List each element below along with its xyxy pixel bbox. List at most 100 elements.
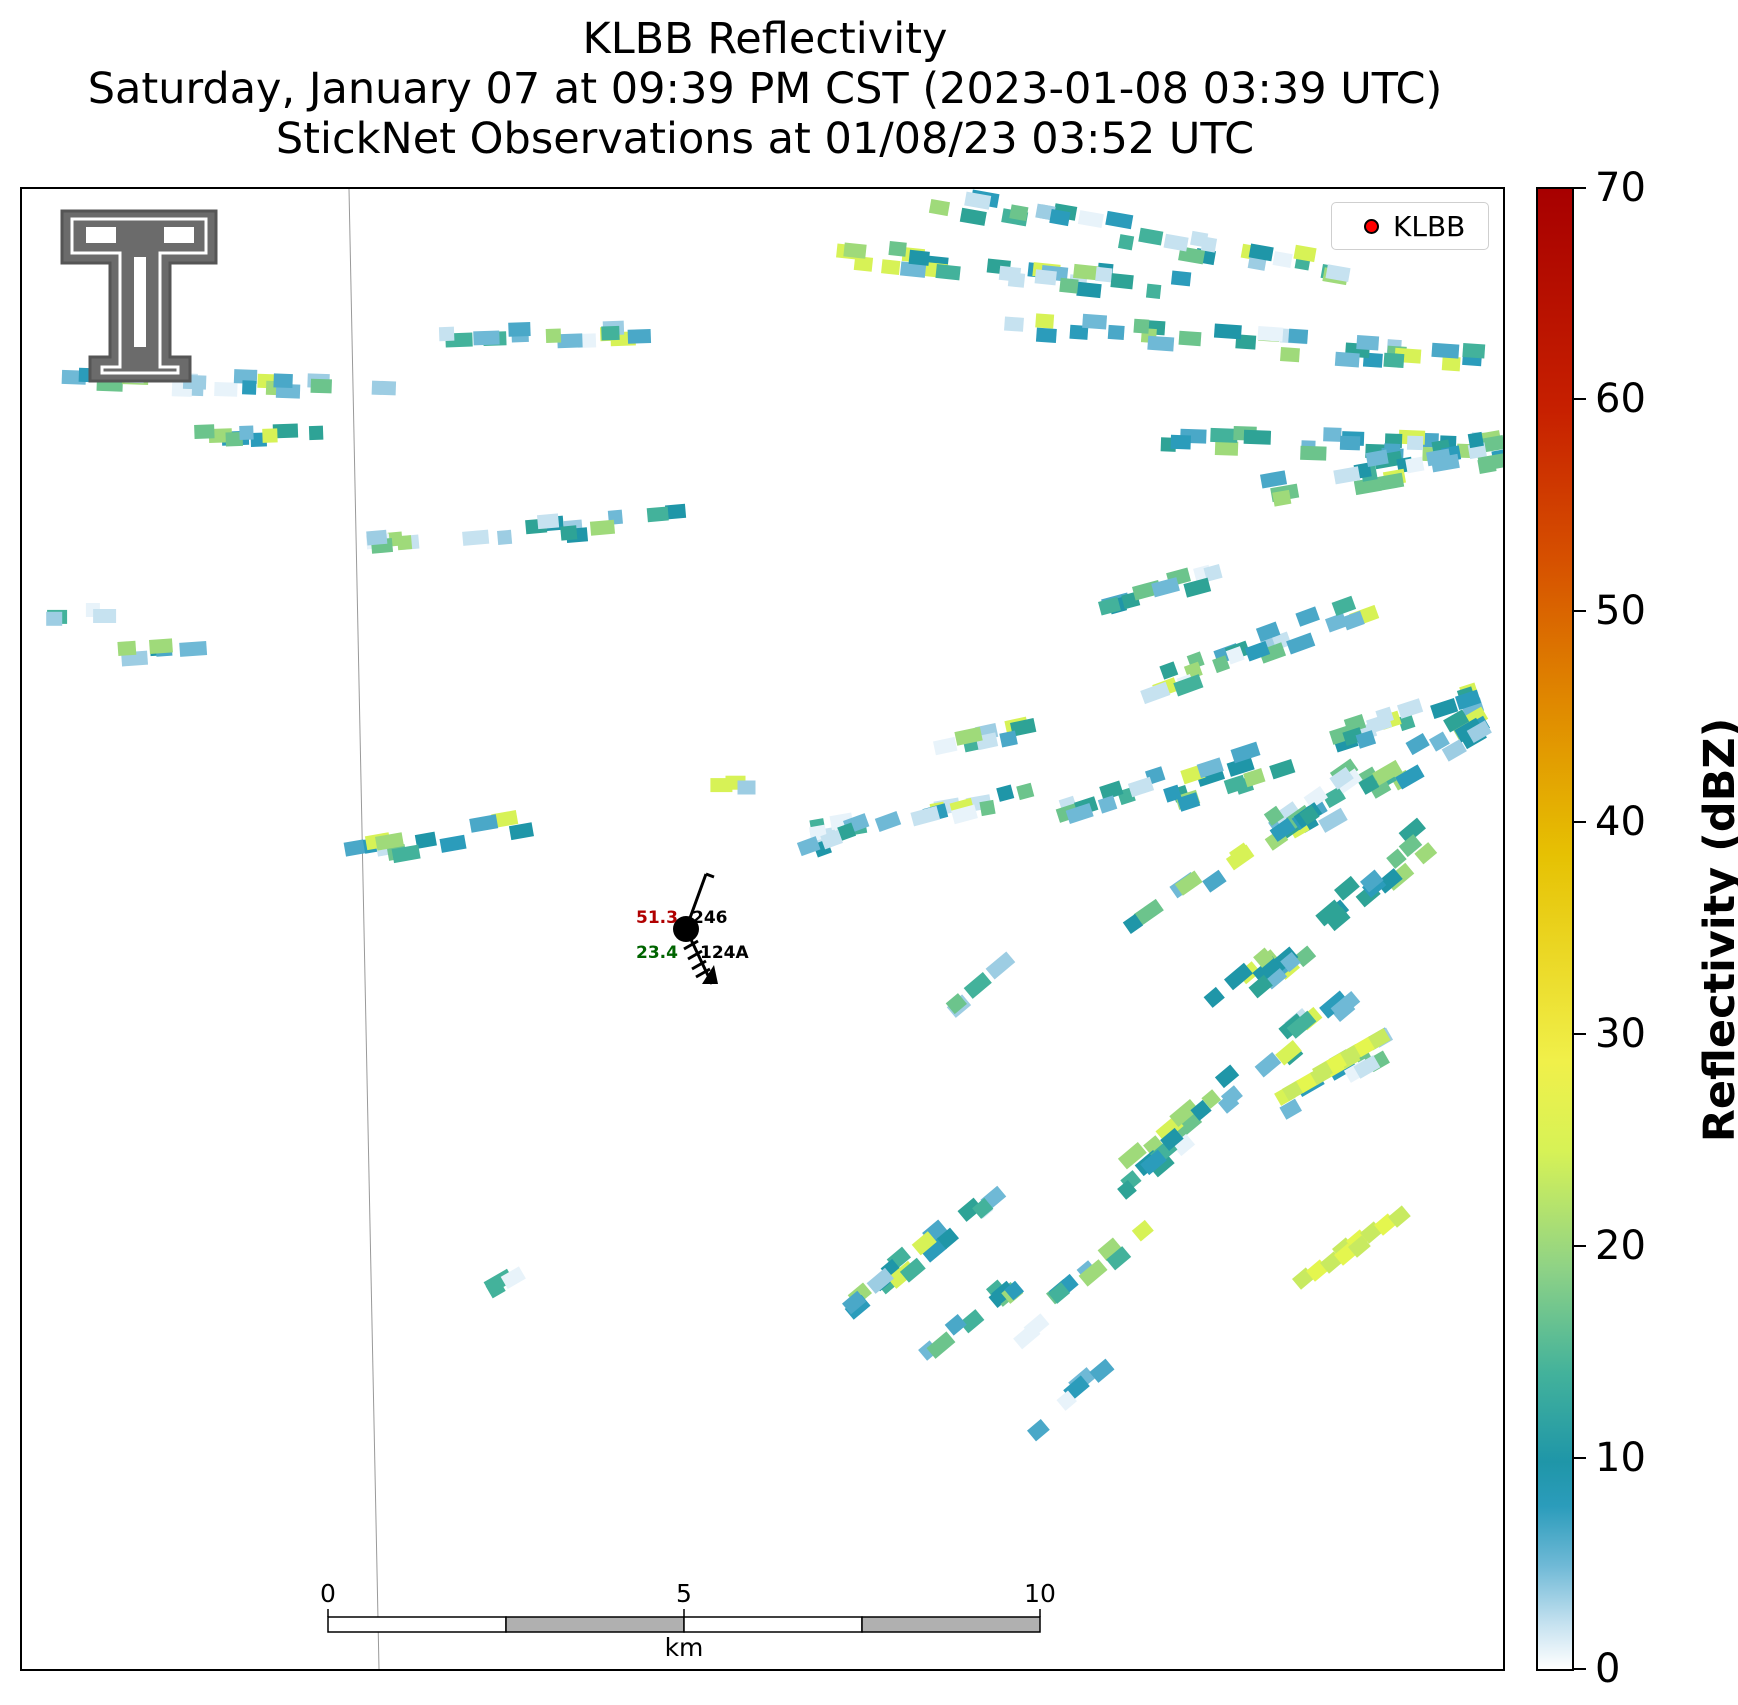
reflectivity-gate: [1174, 1111, 1203, 1139]
reflectivity-gate: [557, 333, 583, 349]
reflectivity-gate: [1174, 870, 1203, 896]
reflectivity-gate: [1210, 427, 1238, 443]
reflectivity-gate: [837, 822, 857, 841]
reflectivity-gate: [1214, 441, 1239, 456]
reflectivity-gate: [242, 380, 257, 395]
reflectivity-gate: [1203, 564, 1223, 582]
reflectivity-gate: [1082, 313, 1108, 330]
reflectivity-gate: [959, 207, 987, 226]
reflectivity-gate: [1078, 1259, 1108, 1287]
colorbar-label-10: 10: [1595, 1435, 1646, 1481]
reflectivity-gate: [1334, 351, 1360, 368]
reflectivity-gate: [1372, 759, 1403, 786]
reflectivity-gate: [1430, 697, 1459, 720]
reflectivity-gate: [1315, 899, 1344, 927]
reflectivity-gate: [1269, 758, 1296, 780]
colorbar-tick-mark: [1574, 187, 1586, 189]
colorbar-label-50: 50: [1595, 588, 1646, 634]
scale-unit: km: [664, 1633, 704, 1662]
legend: KLBB: [1331, 202, 1489, 250]
reflectivity-gate: [1330, 991, 1361, 1020]
reflectivity-gate: [1160, 1127, 1184, 1151]
reflectivity-gate: [262, 428, 278, 443]
reflectivity-gate: [627, 328, 652, 344]
reflectivity-gate: [1034, 269, 1057, 286]
reflectivity-gate: [1049, 209, 1071, 227]
reflectivity-gate: [1097, 795, 1118, 814]
reflectivity-gate: [796, 836, 821, 857]
reflectivity-gate: [944, 1313, 967, 1336]
reflectivity-gate: [1133, 898, 1164, 926]
reflectivity-gate: [1196, 757, 1224, 779]
observation-time: StickNet Observations at 01/08/23 03:52 …: [275, 114, 1255, 164]
reflectivity-gate: [1280, 347, 1300, 363]
reflectivity-gate: [908, 249, 930, 266]
reflectivity-gate: [1010, 718, 1037, 737]
radar-map-panel[interactable]: KLBB 51.3 246 23.4 124A 0 5 10 km: [20, 187, 1505, 1671]
reflectivity-gate: [1398, 834, 1423, 858]
reflectivity-gate: [374, 832, 405, 851]
station-dewpoint: 23.4: [636, 943, 678, 963]
reflectivity-gate: [899, 261, 927, 278]
reflectivity-gate: [874, 811, 902, 833]
reflectivity-gate: [1279, 1098, 1302, 1120]
reflectivity-gate: [1375, 706, 1394, 725]
reflectivity-gate: [926, 1331, 956, 1359]
reflectivity-gate: [1163, 233, 1189, 252]
reflectivity-gate: [1263, 805, 1285, 826]
reflectivity-gate: [1059, 277, 1079, 294]
reflectivity-gate: [1331, 595, 1357, 617]
reflectivity-gate: [957, 1197, 983, 1222]
reflectivity-gate: [1013, 1323, 1041, 1350]
reflectivity-gate: [820, 829, 843, 850]
reflectivity-gate: [1244, 640, 1271, 662]
reflectivity-gate: [1224, 962, 1253, 991]
reflectivity-gate: [979, 799, 996, 817]
colorbar-tick-mark: [1574, 1033, 1586, 1035]
station-wind-direction: 246: [692, 908, 728, 928]
reflectivity-gate: [1272, 251, 1293, 269]
reflectivity-gate: [1395, 764, 1425, 790]
reflectivity-gate: [1386, 848, 1407, 869]
reflectivity-gate: [1293, 244, 1317, 263]
reflectivity-gate: [1073, 263, 1100, 281]
reflectivity-gate: [1201, 1089, 1222, 1109]
reflectivity-gate: [1148, 1152, 1175, 1178]
reflectivity-gate: [1387, 1205, 1411, 1228]
reflectivity-gate: [1329, 766, 1354, 790]
reflectivity-gate: [1097, 1237, 1122, 1262]
reflectivity-gate: [1243, 768, 1266, 788]
reflectivity-gate: [1253, 947, 1274, 968]
reflectivity-gate: [888, 241, 907, 257]
reflectivity-gate: [272, 423, 299, 439]
reflectivity-gate: [93, 609, 117, 623]
reflectivity-gate: [1368, 777, 1392, 799]
reflectivity-gate: [1477, 453, 1503, 472]
reflectivity-gate: [959, 1309, 985, 1334]
reflectivity-gate: [1065, 802, 1094, 825]
reflectivity-gate: [1133, 318, 1150, 334]
station-temperature: 51.3: [636, 908, 678, 928]
reflectivity-gate: [1365, 449, 1389, 467]
reflectivity-gate: [1009, 204, 1029, 222]
reflectivity-gate: [1225, 646, 1245, 665]
reflectivity-gate: [1110, 273, 1134, 290]
reflectivity-gate: [1248, 974, 1273, 999]
reflectivity-gate: [964, 191, 992, 210]
reflectivity-gate: [1255, 621, 1281, 642]
reflectivity-gate: [46, 611, 63, 626]
reflectivity-gate: [665, 503, 687, 520]
reflectivity-gate: [1286, 1010, 1317, 1039]
reflectivity-gate: [1318, 807, 1348, 833]
reflectivity-gate: [1226, 755, 1255, 777]
reflectivity-gate: [1379, 472, 1405, 491]
reflectivity-gate: [910, 805, 941, 827]
reflectivity-gate: [1170, 434, 1191, 450]
reflectivity-gate: [1004, 1280, 1025, 1301]
reflectivity-gate: [996, 784, 1015, 802]
reflectivity-gate: [1190, 1099, 1212, 1121]
reflectivity-field: [46, 189, 1503, 1669]
reflectivity-gate: [985, 951, 1016, 980]
reflectivity-gate: [1173, 674, 1204, 697]
reflectivity-gate: [1260, 470, 1288, 489]
